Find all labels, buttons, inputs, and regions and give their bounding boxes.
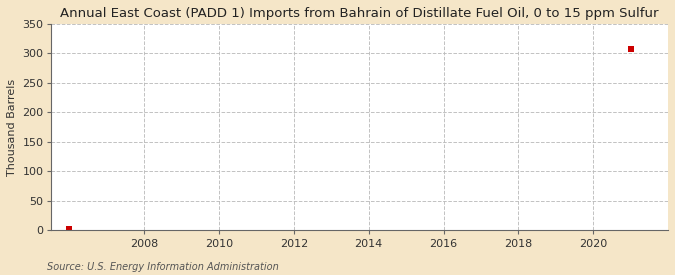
Text: Source: U.S. Energy Information Administration: Source: U.S. Energy Information Administ…: [47, 262, 279, 272]
Title: Annual East Coast (PADD 1) Imports from Bahrain of Distillate Fuel Oil, 0 to 15 : Annual East Coast (PADD 1) Imports from …: [60, 7, 659, 20]
Y-axis label: Thousand Barrels: Thousand Barrels: [7, 79, 17, 176]
